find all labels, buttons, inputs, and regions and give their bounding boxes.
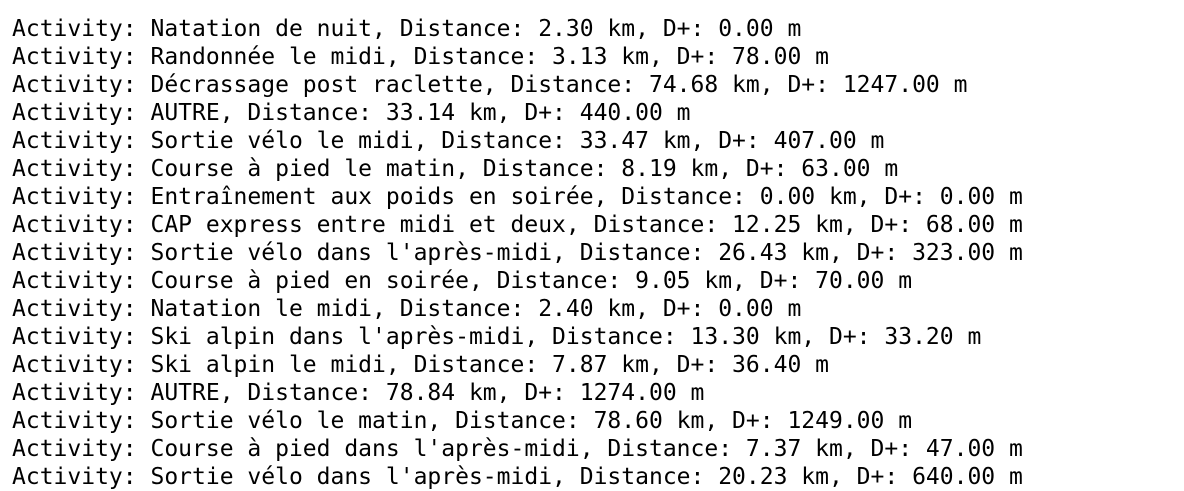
console-output: Activity: Natation de nuit, Distance: 2.… [12, 15, 1184, 491]
console-line: Activity: Décrassage post raclette, Dist… [12, 72, 968, 98]
console-line: Activity: Course à pied le matin, Distan… [12, 156, 899, 182]
console-line: Activity: Randonnée le midi, Distance: 3… [12, 44, 829, 70]
console-line: Activity: Natation de nuit, Distance: 2.… [12, 16, 802, 42]
console-line: Activity: Sortie vélo dans l'après-midi,… [12, 464, 1023, 490]
console-line: Activity: CAP express entre midi et deux… [12, 212, 1023, 238]
console-line: Activity: Sortie vélo le matin, Distance… [12, 408, 913, 434]
console-line: Activity: Ski alpin dans l'après-midi, D… [12, 324, 982, 350]
console-line: Activity: Natation le midi, Distance: 2.… [12, 296, 802, 322]
console-line: Activity: Entraînement aux poids en soir… [12, 184, 1023, 210]
console-line: Activity: Sortie vélo dans l'après-midi,… [12, 240, 1023, 266]
console-line: Activity: AUTRE, Distance: 33.14 km, D+:… [12, 100, 691, 126]
console-line: Activity: Course à pied en soirée, Dista… [12, 268, 913, 294]
console-line: Activity: Ski alpin le midi, Distance: 7… [12, 352, 829, 378]
console-line: Activity: Course à pied dans l'après-mid… [12, 436, 1023, 462]
console-line: Activity: Sortie vélo le midi, Distance:… [12, 128, 885, 154]
console-line: Activity: AUTRE, Distance: 78.84 km, D+:… [12, 380, 705, 406]
